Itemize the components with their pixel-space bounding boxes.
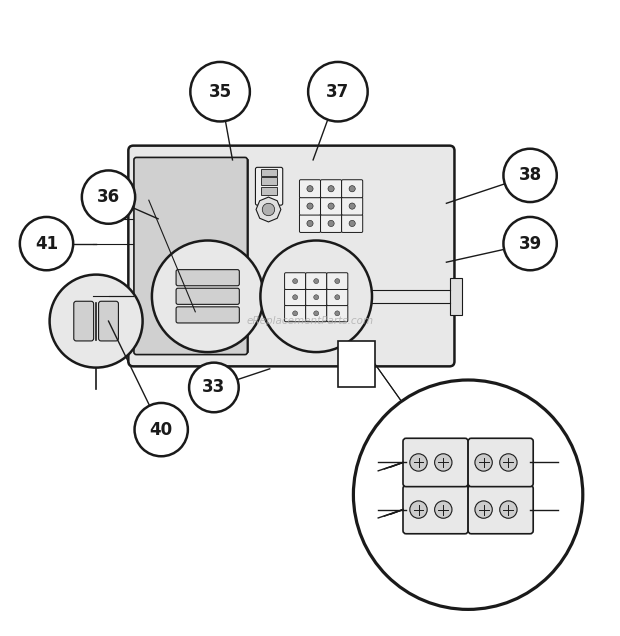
FancyBboxPatch shape [299, 214, 321, 232]
Circle shape [410, 453, 427, 471]
Circle shape [293, 294, 298, 300]
FancyBboxPatch shape [176, 288, 239, 305]
FancyBboxPatch shape [299, 180, 321, 198]
Circle shape [189, 363, 239, 412]
Circle shape [328, 203, 334, 209]
FancyBboxPatch shape [285, 289, 306, 306]
Circle shape [314, 294, 319, 300]
FancyBboxPatch shape [128, 146, 454, 366]
Circle shape [410, 501, 427, 518]
Circle shape [353, 380, 583, 609]
FancyBboxPatch shape [327, 305, 348, 322]
Circle shape [349, 186, 355, 192]
FancyBboxPatch shape [403, 438, 468, 487]
FancyBboxPatch shape [176, 307, 239, 323]
Circle shape [503, 149, 557, 202]
Circle shape [349, 203, 355, 209]
FancyBboxPatch shape [306, 273, 327, 289]
FancyBboxPatch shape [468, 485, 533, 534]
Circle shape [307, 203, 313, 209]
Circle shape [20, 217, 73, 270]
FancyBboxPatch shape [306, 305, 327, 322]
FancyBboxPatch shape [306, 289, 327, 306]
FancyBboxPatch shape [74, 301, 94, 341]
FancyBboxPatch shape [327, 273, 348, 289]
FancyBboxPatch shape [321, 214, 342, 232]
Circle shape [435, 501, 452, 518]
Circle shape [50, 275, 143, 368]
Circle shape [307, 220, 313, 226]
FancyBboxPatch shape [468, 438, 533, 487]
Bar [261, 177, 277, 184]
FancyBboxPatch shape [255, 167, 283, 205]
Circle shape [349, 220, 355, 226]
Text: 37: 37 [326, 83, 350, 100]
FancyBboxPatch shape [342, 214, 363, 232]
Circle shape [135, 403, 188, 456]
Circle shape [308, 62, 368, 121]
Circle shape [335, 311, 340, 316]
Bar [450, 278, 462, 315]
Bar [261, 187, 277, 195]
Circle shape [335, 294, 340, 300]
Circle shape [500, 501, 517, 518]
Text: 39: 39 [518, 235, 542, 252]
Circle shape [475, 453, 492, 471]
Text: 41: 41 [35, 235, 58, 252]
Circle shape [335, 279, 340, 284]
Circle shape [260, 240, 372, 352]
Text: 33: 33 [202, 378, 226, 396]
Bar [338, 341, 375, 387]
FancyBboxPatch shape [299, 197, 321, 215]
FancyBboxPatch shape [285, 273, 306, 289]
Bar [261, 169, 277, 176]
FancyBboxPatch shape [342, 180, 363, 198]
FancyBboxPatch shape [321, 197, 342, 215]
Circle shape [152, 240, 264, 352]
FancyBboxPatch shape [327, 289, 348, 306]
Circle shape [435, 453, 452, 471]
Circle shape [307, 186, 313, 192]
Circle shape [503, 217, 557, 270]
Text: 40: 40 [149, 420, 173, 439]
FancyBboxPatch shape [176, 270, 239, 286]
FancyBboxPatch shape [134, 158, 247, 355]
Circle shape [500, 453, 517, 471]
Text: 36: 36 [97, 188, 120, 206]
Circle shape [314, 311, 319, 316]
FancyBboxPatch shape [403, 485, 468, 534]
Text: 35: 35 [208, 83, 232, 100]
Circle shape [262, 204, 275, 216]
Circle shape [475, 501, 492, 518]
Circle shape [314, 279, 319, 284]
FancyBboxPatch shape [321, 180, 342, 198]
FancyBboxPatch shape [99, 301, 118, 341]
Circle shape [82, 170, 135, 224]
Circle shape [328, 186, 334, 192]
FancyBboxPatch shape [342, 197, 363, 215]
Text: eReplacementParts.com: eReplacementParts.com [246, 316, 374, 326]
Circle shape [190, 62, 250, 121]
Text: 38: 38 [518, 167, 542, 184]
Circle shape [328, 220, 334, 226]
FancyBboxPatch shape [285, 305, 306, 322]
Circle shape [293, 311, 298, 316]
Circle shape [293, 279, 298, 284]
